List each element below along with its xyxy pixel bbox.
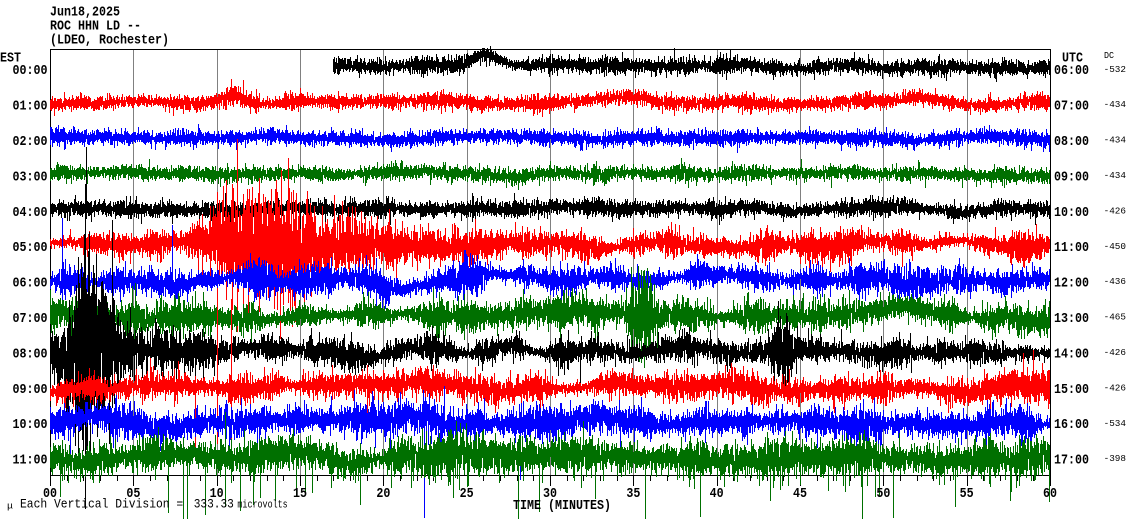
svg-text:Jun18,2025: Jun18,2025	[50, 5, 120, 21]
svg-text:05:00: 05:00	[13, 240, 48, 256]
svg-text:25: 25	[460, 486, 474, 502]
svg-text:11:00: 11:00	[13, 453, 48, 469]
svg-text:06:00: 06:00	[13, 276, 48, 292]
svg-text:-398: -398	[1104, 453, 1127, 464]
svg-text:50: 50	[876, 486, 890, 502]
svg-text:15: 15	[293, 486, 307, 502]
svg-text:-532: -532	[1104, 64, 1127, 75]
svg-text:Each Vertical Division =: Each Vertical Division =	[20, 498, 183, 512]
svg-text:TIME (MINUTES): TIME (MINUTES)	[513, 498, 611, 514]
svg-text:-426: -426	[1104, 347, 1127, 358]
svg-text:00:00: 00:00	[13, 63, 48, 79]
svg-text:12:00: 12:00	[1054, 276, 1089, 292]
svg-text:09:00: 09:00	[13, 382, 48, 398]
svg-text:(LDEO, Rochester): (LDEO, Rochester)	[50, 33, 169, 49]
svg-text:-434: -434	[1104, 135, 1127, 146]
svg-text:09:00: 09:00	[1054, 169, 1089, 185]
svg-text:16:00: 16:00	[1054, 417, 1089, 433]
svg-text:03:00: 03:00	[13, 169, 48, 185]
svg-text:DC: DC	[1104, 50, 1114, 61]
svg-text:07:00: 07:00	[13, 311, 48, 327]
svg-text:07:00: 07:00	[1054, 99, 1089, 115]
svg-text:μ: μ	[7, 502, 14, 512]
svg-text:08:00: 08:00	[13, 346, 48, 362]
svg-text:45: 45	[793, 486, 807, 502]
svg-text:EST: EST	[0, 50, 21, 66]
svg-text:15:00: 15:00	[1054, 382, 1089, 398]
svg-text:06:00: 06:00	[1054, 63, 1089, 79]
svg-text:17:00: 17:00	[1054, 453, 1089, 469]
svg-text:-465: -465	[1104, 312, 1127, 323]
svg-text:ROC HHN LD --: ROC HHN LD --	[50, 19, 141, 35]
svg-text:-450: -450	[1104, 241, 1127, 252]
svg-text:-436: -436	[1104, 276, 1127, 287]
svg-text:04:00: 04:00	[13, 205, 48, 221]
svg-text:14:00: 14:00	[1054, 346, 1089, 362]
svg-text:00: 00	[43, 486, 57, 502]
svg-text:-434: -434	[1104, 99, 1127, 110]
svg-text:30: 30	[543, 486, 557, 502]
svg-text:05: 05	[126, 486, 140, 502]
svg-text:35: 35	[626, 486, 640, 502]
svg-text:20: 20	[376, 486, 390, 502]
svg-text:11:00: 11:00	[1054, 240, 1089, 256]
svg-text:40: 40	[710, 486, 724, 502]
svg-text:10:00: 10:00	[13, 417, 48, 433]
svg-text:-426: -426	[1104, 205, 1127, 216]
svg-text:60: 60	[1043, 486, 1057, 502]
svg-text:10:00: 10:00	[1054, 205, 1089, 221]
svg-text:10: 10	[210, 486, 224, 502]
svg-text:55: 55	[960, 486, 974, 502]
svg-text:01:00: 01:00	[13, 99, 48, 115]
svg-text:-426: -426	[1104, 382, 1127, 393]
svg-text:-434: -434	[1104, 170, 1127, 181]
svg-text:UTC: UTC	[1062, 50, 1083, 66]
svg-text:microvolts: microvolts	[237, 500, 287, 512]
svg-text:08:00: 08:00	[1054, 134, 1089, 150]
svg-text:-534: -534	[1104, 418, 1127, 429]
svg-text:02:00: 02:00	[13, 134, 48, 150]
svg-text:333.33: 333.33	[194, 498, 234, 512]
svg-text:13:00: 13:00	[1054, 311, 1089, 327]
